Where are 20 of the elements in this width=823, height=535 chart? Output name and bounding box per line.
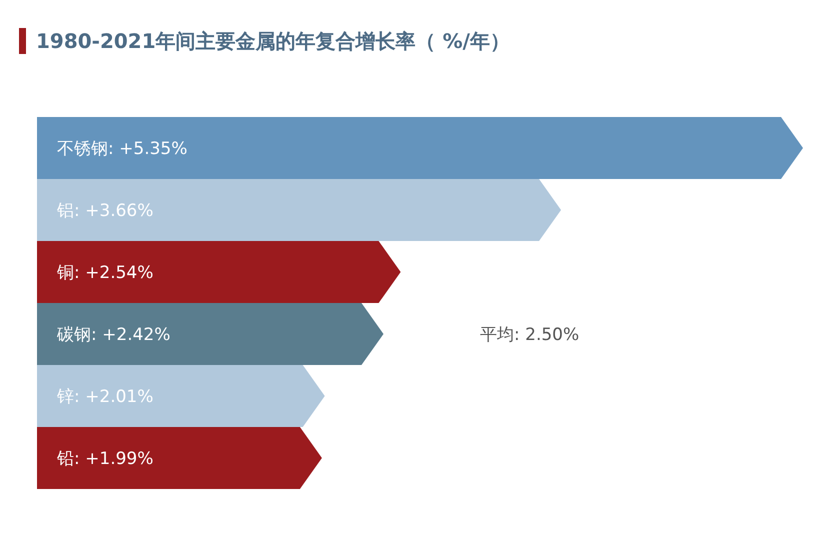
data-label: : +1.99% <box>74 449 154 469</box>
y-tick-label: 铅 <box>56 449 74 469</box>
data-label: : +2.01% <box>74 387 154 407</box>
bar <box>37 365 325 427</box>
annotation: 平均: 2.50% <box>480 325 580 345</box>
chart-title: 1980-2021年间主要金属的年复合增长率（ %/年） <box>36 29 510 53</box>
y-tick-label: 铝 <box>56 201 74 221</box>
data-label: : +2.54% <box>74 263 154 283</box>
bar <box>37 427 322 489</box>
y-tick-label: 锌 <box>56 387 74 407</box>
data-label: : +5.35% <box>108 139 188 159</box>
data-label: : +3.66% <box>74 201 154 221</box>
bar <box>37 117 803 179</box>
y-tick-label: 不锈钢 <box>57 139 108 159</box>
bar <box>37 303 384 365</box>
bar <box>37 179 562 241</box>
bar <box>37 241 401 303</box>
data-label: : +2.42% <box>91 325 170 345</box>
y-tick-label: 碳钢 <box>56 325 91 345</box>
y-tick-label: 铜 <box>56 263 74 283</box>
